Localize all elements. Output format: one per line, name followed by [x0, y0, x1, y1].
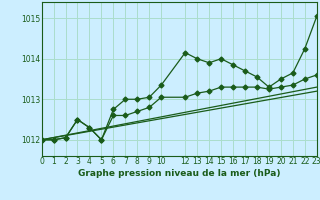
X-axis label: Graphe pression niveau de la mer (hPa): Graphe pression niveau de la mer (hPa)	[78, 169, 280, 178]
